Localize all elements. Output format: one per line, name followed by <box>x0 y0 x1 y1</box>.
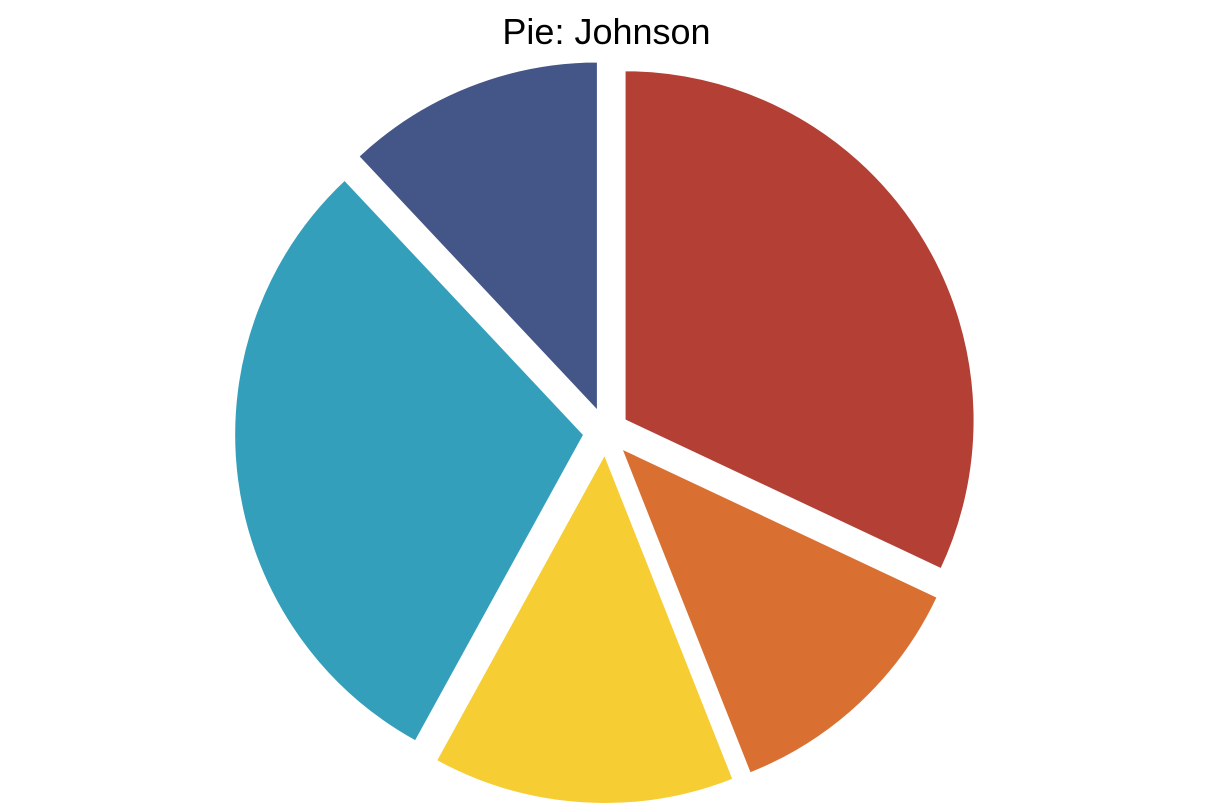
pie-slice-1 <box>623 69 976 571</box>
pie-slices <box>233 60 976 805</box>
pie-slice-3 <box>434 451 735 805</box>
pie-slice-2 <box>619 446 940 775</box>
chart-title: Pie: Johnson <box>502 11 711 52</box>
pie-slice-5 <box>356 60 599 415</box>
pie-slice-4 <box>233 178 586 743</box>
